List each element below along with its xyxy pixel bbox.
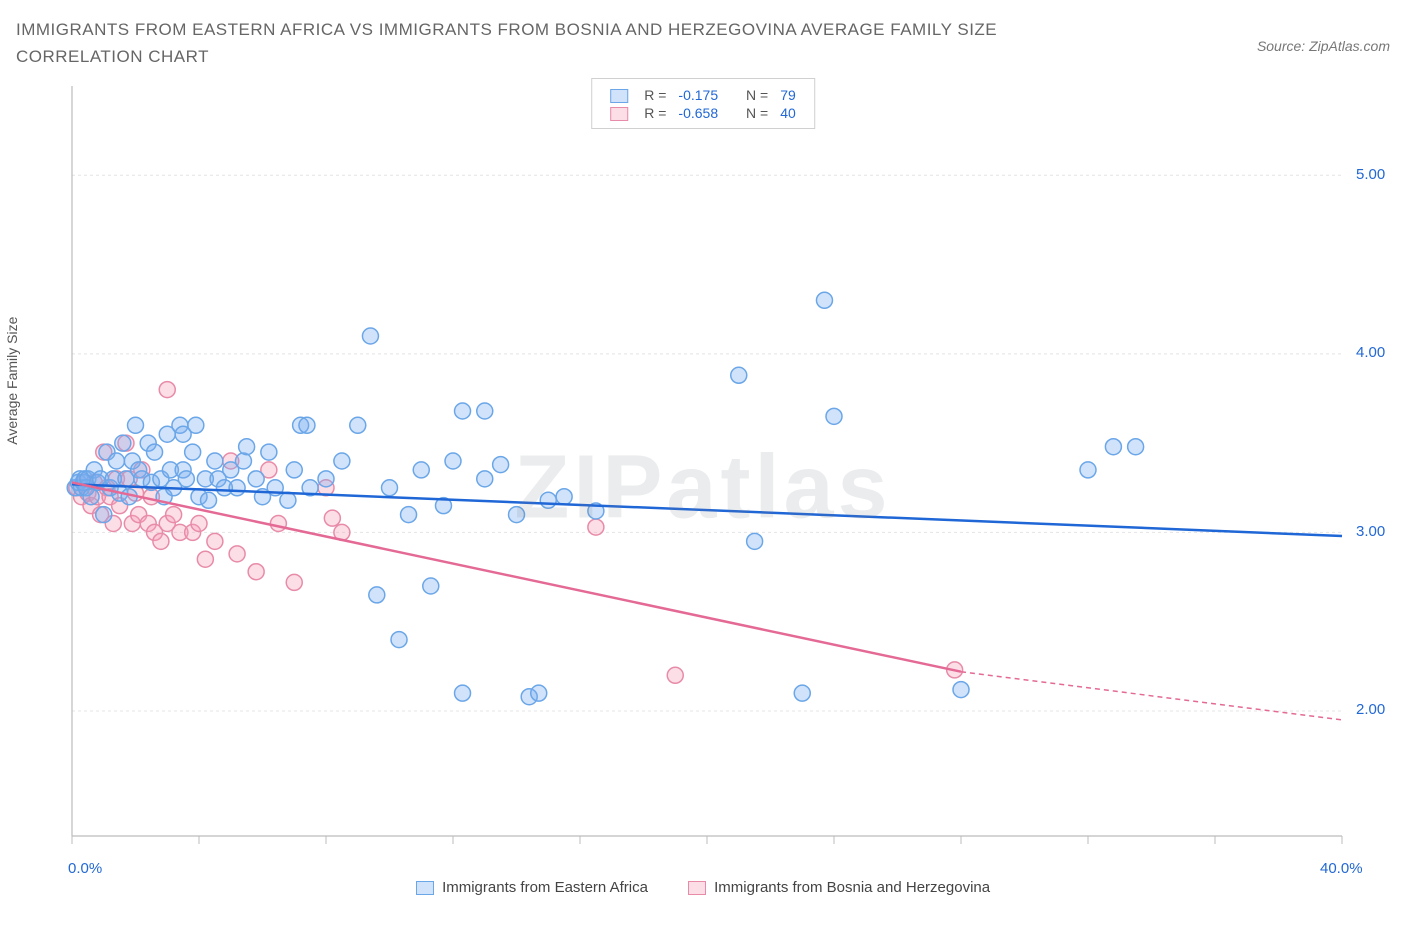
legend-row-series-a: R = -0.175 N = 79 [604,85,802,103]
x-axis-min-label: 0.0% [68,860,102,877]
stats-legend: R = -0.175 N = 79 R = -0.658 N = 40 [591,78,815,129]
swatch-series-a [610,89,628,103]
series-legend: Immigrants from Eastern Africa Immigrant… [16,879,1390,896]
legend-label-b: Immigrants from Bosnia and Herzegovina [714,879,990,896]
legend-item-series-b: Immigrants from Bosnia and Herzegovina [688,879,990,896]
correlation-chart: Average Family Size R = -0.175 N = 79 R … [16,78,1390,898]
y-tick-label: 2.00 [1356,701,1385,718]
swatch-series-a-icon [416,881,434,895]
swatch-series-b [610,107,628,121]
y-axis-label: Average Family Size [4,317,20,445]
legend-item-series-a: Immigrants from Eastern Africa [416,879,648,896]
legend-row-series-b: R = -0.658 N = 40 [604,104,802,122]
plot-area [16,78,1402,886]
n-value-b: 40 [774,104,802,122]
y-tick-label: 4.00 [1356,344,1385,361]
chart-title: IMMIGRANTS FROM EASTERN AFRICA VS IMMIGR… [16,16,1116,70]
r-value-b: -0.658 [672,104,724,122]
swatch-series-b-icon [688,881,706,895]
y-tick-label: 5.00 [1356,166,1385,183]
legend-label-a: Immigrants from Eastern Africa [442,879,648,896]
y-tick-label: 3.00 [1356,523,1385,540]
source-label: Source: ZipAtlas.com [1257,38,1390,54]
n-value-a: 79 [774,85,802,103]
r-value-a: -0.175 [672,85,724,103]
x-axis-max-label: 40.0% [1320,860,1363,877]
